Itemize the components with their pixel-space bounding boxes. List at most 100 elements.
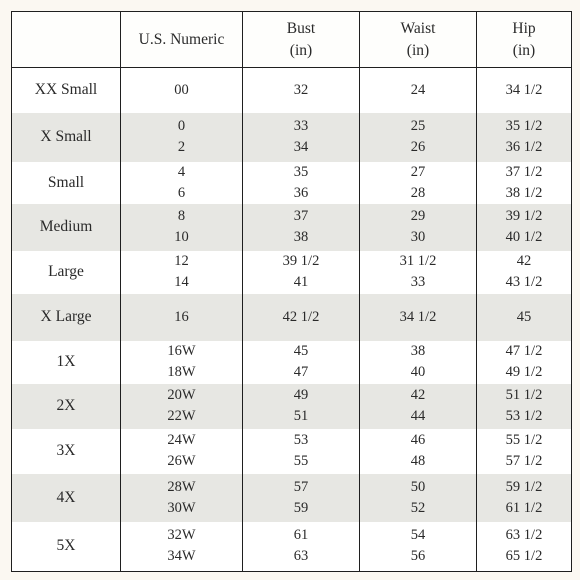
waist-value: 56	[410, 548, 426, 565]
hip-value: 63 1/2	[505, 527, 543, 544]
waist-value: 38	[410, 343, 426, 359]
hip-value: 34 1/2	[505, 81, 543, 98]
size-label: 2X	[11, 383, 121, 429]
bust-value: 41	[293, 274, 309, 290]
waist-value: 34 1/2	[399, 308, 437, 325]
waist-cell: 50 52	[359, 473, 477, 522]
header-hip: Hip (in)	[476, 11, 572, 68]
bust-value: 55	[293, 453, 309, 469]
size-chart-body: XX Small 00 32 24 34 1/2 X Small 0 2 33 34 25 26 35 …	[11, 67, 572, 572]
numeric-value: 22W	[167, 408, 196, 424]
waist-value: 30	[410, 229, 426, 245]
bust-value: 59	[293, 499, 309, 516]
size-row: 3X 24W 26W 53 55 46 48 55 1/2 57 1/2	[11, 428, 572, 474]
hip-value: 40 1/2	[505, 229, 543, 245]
size-label: Medium	[11, 203, 121, 251]
bust-value: 33	[293, 118, 309, 134]
numeric-value: 34W	[167, 548, 196, 565]
numeric-value: 16W	[167, 343, 196, 359]
hip-cell: 45	[476, 293, 572, 341]
numeric-value: 10	[174, 229, 189, 245]
header-waist-label: Waist	[400, 19, 436, 37]
size-row: Large 12 14 39 1/2 41 31 1/2 33 42 43 1/2	[11, 250, 572, 294]
waist-value: 27	[410, 163, 426, 180]
size-label: 5X	[11, 521, 121, 572]
bust-value: 35	[293, 163, 309, 180]
bust-value: 57	[293, 478, 309, 495]
size-row: Medium 8 10 37 38 29 30 39 1/2 40 1/2	[11, 203, 572, 251]
hip-value: 35 1/2	[505, 118, 543, 134]
waist-value: 44	[410, 408, 426, 424]
header-hip-label: Hip	[512, 19, 536, 37]
bust-cell: 45 47	[242, 340, 360, 384]
waist-value: 40	[410, 364, 426, 380]
numeric-cell: 32W 34W	[120, 521, 243, 572]
size-label: 1X	[11, 340, 121, 384]
numeric-cell: 16	[120, 293, 243, 341]
bust-value: 63	[293, 548, 309, 565]
bust-value: 45	[293, 343, 309, 359]
size-label: Large	[11, 250, 121, 294]
bust-cell: 32	[242, 67, 360, 113]
hip-value: 59 1/2	[505, 478, 543, 495]
size-row: X Large 16 42 1/2 34 1/2 45	[11, 293, 572, 341]
header-bust-unit: (in)	[289, 41, 313, 59]
header-us-numeric-label: U.S. Numeric	[138, 30, 225, 48]
waist-value: 50	[410, 478, 426, 495]
hip-cell: 47 1/2 49 1/2	[476, 340, 572, 384]
bust-cell: 61 63	[242, 521, 360, 572]
header-bust-label: Bust	[286, 19, 316, 37]
numeric-value: 16	[174, 308, 189, 325]
numeric-value: 28W	[167, 478, 196, 495]
waist-value: 48	[410, 453, 426, 469]
header-waist: Waist (in)	[359, 11, 477, 68]
hip-value: 37 1/2	[505, 163, 543, 180]
bust-cell: 57 59	[242, 473, 360, 522]
size-label: X Small	[11, 112, 121, 162]
size-row: 4X 28W 30W 57 59 50 52 59 1/2 61 1/2	[11, 473, 572, 522]
numeric-cell: 28W 30W	[120, 473, 243, 522]
waist-value: 26	[410, 139, 426, 155]
hip-cell: 34 1/2	[476, 67, 572, 113]
waist-value: 25	[410, 118, 426, 134]
numeric-cell: 12 14	[120, 250, 243, 294]
hip-cell: 55 1/2 57 1/2	[476, 428, 572, 474]
hip-value: 42	[516, 253, 532, 269]
bust-value: 49	[293, 387, 309, 403]
bust-cell: 39 1/2 41	[242, 250, 360, 294]
waist-value: 42	[410, 387, 426, 403]
hip-cell: 35 1/2 36 1/2	[476, 112, 572, 162]
waist-cell: 38 40	[359, 340, 477, 384]
bust-value: 53	[293, 432, 309, 448]
bust-value: 39 1/2	[282, 253, 320, 269]
bust-cell: 35 36	[242, 161, 360, 204]
hip-value: 57 1/2	[505, 453, 543, 469]
bust-cell: 37 38	[242, 203, 360, 251]
waist-cell: 42 44	[359, 383, 477, 429]
hip-value: 53 1/2	[505, 408, 543, 424]
hip-cell: 37 1/2 38 1/2	[476, 161, 572, 204]
waist-value: 33	[410, 274, 426, 290]
numeric-value: 4	[177, 163, 186, 180]
waist-cell: 29 30	[359, 203, 477, 251]
numeric-value: 20W	[167, 387, 196, 403]
size-row: Small 4 6 35 36 27 28 37 1/2 38 1/2	[11, 161, 572, 204]
hip-value: 45	[516, 308, 532, 325]
size-row: 2X 20W 22W 49 51 42 44 51 1/2 53 1/2	[11, 383, 572, 429]
waist-cell: 31 1/2 33	[359, 250, 477, 294]
numeric-cell: 24W 26W	[120, 428, 243, 474]
waist-cell: 34 1/2	[359, 293, 477, 341]
waist-cell: 24	[359, 67, 477, 113]
hip-cell: 59 1/2 61 1/2	[476, 473, 572, 522]
waist-cell: 54 56	[359, 521, 477, 572]
numeric-value: 2	[177, 139, 186, 155]
bust-value: 34	[293, 139, 309, 155]
numeric-cell: 16W 18W	[120, 340, 243, 384]
size-label: 3X	[11, 428, 121, 474]
numeric-cell: 20W 22W	[120, 383, 243, 429]
hip-cell: 39 1/2 40 1/2	[476, 203, 572, 251]
size-label: 4X	[11, 473, 121, 522]
size-row: X Small 0 2 33 34 25 26 35 1/2 36 1/2	[11, 112, 572, 162]
bust-value: 51	[293, 408, 309, 424]
